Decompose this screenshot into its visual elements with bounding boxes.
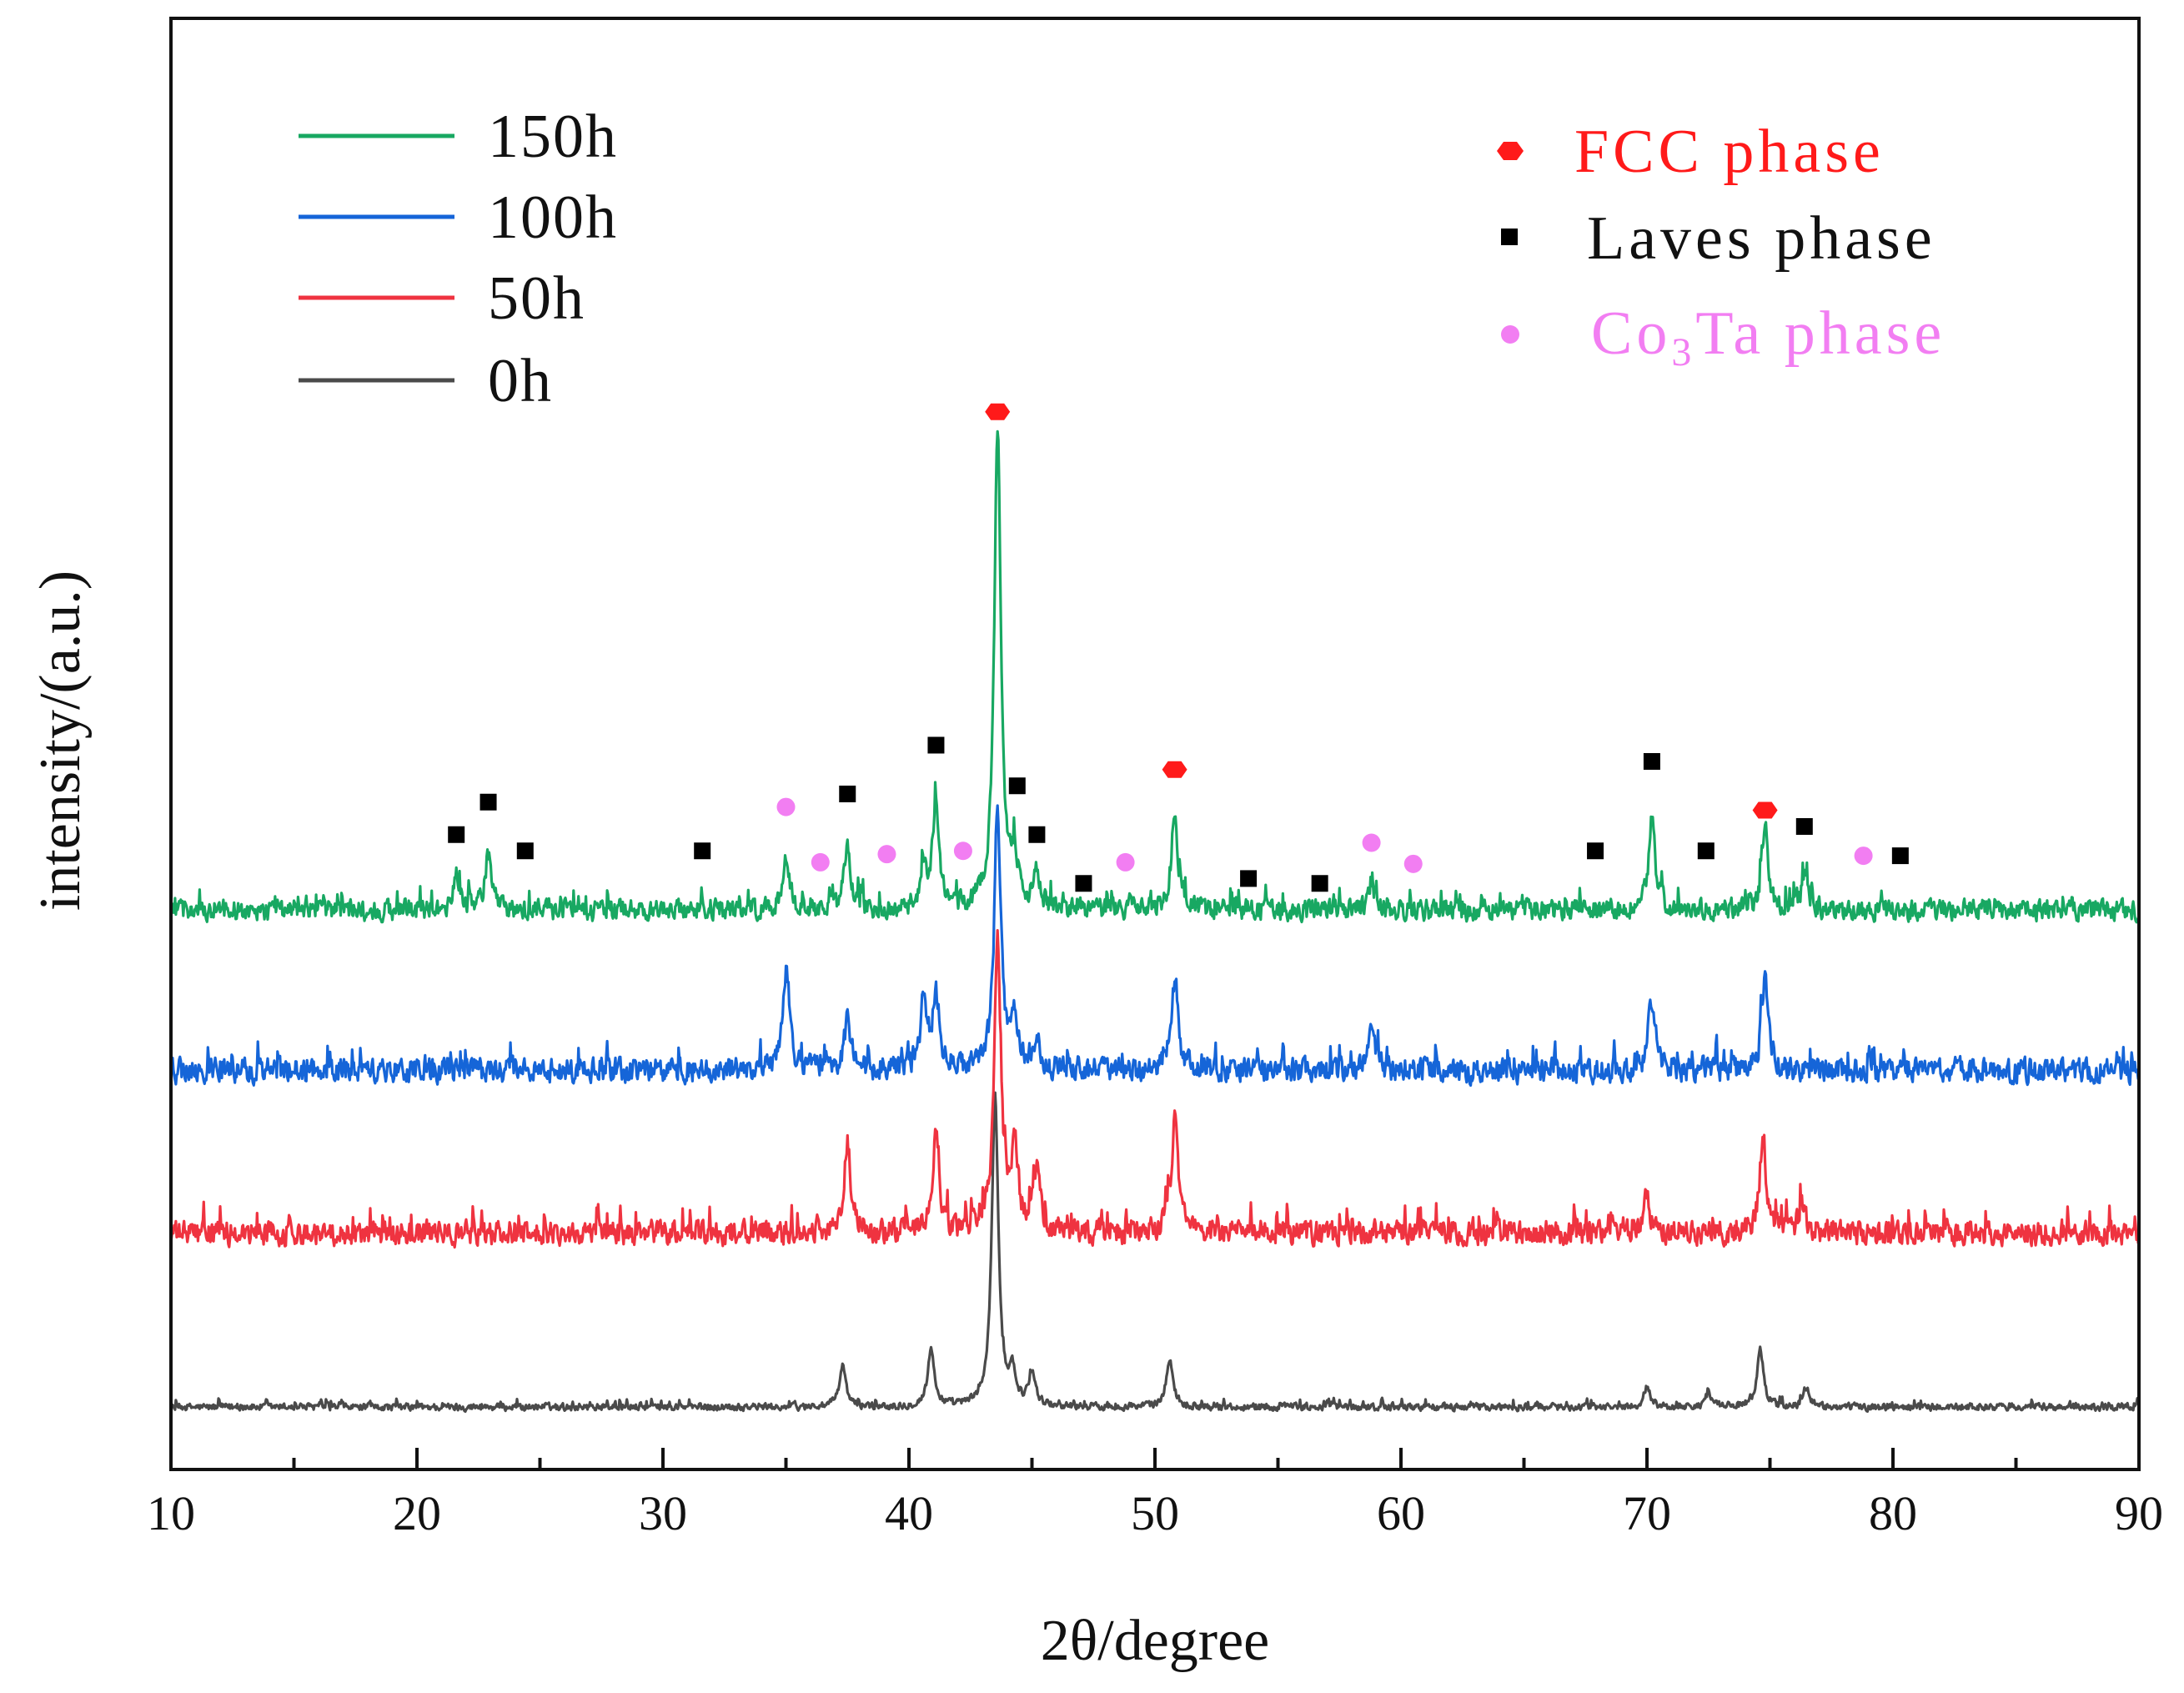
- y-axis-title: intensity/(a.u.): [28, 570, 93, 911]
- co3ta-phase-circle-icon: [1501, 325, 1519, 344]
- co3ta-marker-3: [953, 841, 972, 861]
- legend-label-150h: 150h: [488, 103, 618, 171]
- series-line-150h: [170, 430, 2141, 924]
- laves-marker-10: [1311, 875, 1328, 892]
- laves-marker-1: [479, 793, 497, 811]
- laves-marker-3: [694, 842, 711, 860]
- fcc-phase-hexagon-icon: [1497, 142, 1524, 160]
- co3ta-marker-6: [1403, 854, 1423, 873]
- co3ta-marker-5: [1362, 833, 1381, 852]
- phase-markers-layer: [448, 403, 1909, 892]
- co3ta-marker-1: [811, 852, 830, 872]
- co3ta-label-subscript: 3: [1671, 330, 1695, 374]
- legend-label-0h: 0h: [488, 347, 553, 415]
- co3ta-marker-7: [1854, 846, 1873, 866]
- x-tick-label-90: 90: [2115, 1486, 2163, 1540]
- fcc-marker-1: [1162, 761, 1187, 778]
- series-legend: 150h 100h 50h 0h: [299, 103, 618, 415]
- co3ta-marker-0: [776, 797, 796, 816]
- legend-label-50h: 50h: [488, 264, 585, 333]
- series-line-0h: [169, 1091, 2141, 1414]
- x-tick-label-30: 30: [639, 1486, 687, 1540]
- laves-marker-7: [1028, 826, 1046, 843]
- x-tick-label-70: 70: [1623, 1486, 1671, 1540]
- laves-marker-11: [1587, 842, 1604, 860]
- x-axis-title: 2θ/degree: [1041, 1609, 1270, 1673]
- laves-marker-14: [1795, 818, 1813, 835]
- phase-legend: FCC phase Laves phase Co3Ta phase: [1497, 118, 1946, 374]
- co3ta-marker-2: [877, 845, 896, 864]
- laves-marker-5: [927, 736, 945, 754]
- fcc-marker-0: [985, 403, 1011, 420]
- x-tick-label-40: 40: [885, 1486, 933, 1540]
- laves-marker-0: [448, 826, 465, 843]
- x-tick-label-10: 10: [147, 1486, 195, 1540]
- laves-marker-4: [839, 786, 856, 802]
- legend-label-100h: 100h: [488, 183, 618, 252]
- x-tick-label-60: 60: [1377, 1486, 1425, 1540]
- x-axis: 10 20 30 40 50 60 70 80 90: [147, 1448, 2163, 1540]
- laves-marker-8: [1075, 875, 1092, 892]
- laves-marker-9: [1240, 870, 1258, 887]
- co3ta-label-co: Co: [1591, 299, 1671, 368]
- series-layer: [169, 430, 2141, 1414]
- phase-legend-co3ta-label: Co3Ta phase: [1591, 299, 1946, 374]
- phase-legend-fcc-label: FCC phase: [1574, 118, 1885, 186]
- phase-legend-laves-label: Laves phase: [1587, 204, 1936, 273]
- series-line-50h: [169, 929, 2141, 1249]
- co3ta-marker-4: [1116, 852, 1135, 872]
- laves-marker-15: [1891, 847, 1909, 865]
- laves-marker-12: [1643, 753, 1660, 770]
- fcc-marker-2: [1752, 801, 1778, 819]
- laves-phase-square-icon: [1501, 229, 1518, 245]
- x-tick-label-20: 20: [393, 1486, 441, 1540]
- co3ta-label-rest: Ta phase: [1695, 299, 1946, 368]
- laves-marker-2: [516, 842, 534, 860]
- x-tick-label-80: 80: [1869, 1486, 1917, 1540]
- series-line-100h: [169, 804, 2141, 1088]
- x-tick-label-50: 50: [1131, 1486, 1179, 1540]
- laves-marker-6: [1008, 777, 1026, 795]
- laves-marker-13: [1697, 842, 1715, 860]
